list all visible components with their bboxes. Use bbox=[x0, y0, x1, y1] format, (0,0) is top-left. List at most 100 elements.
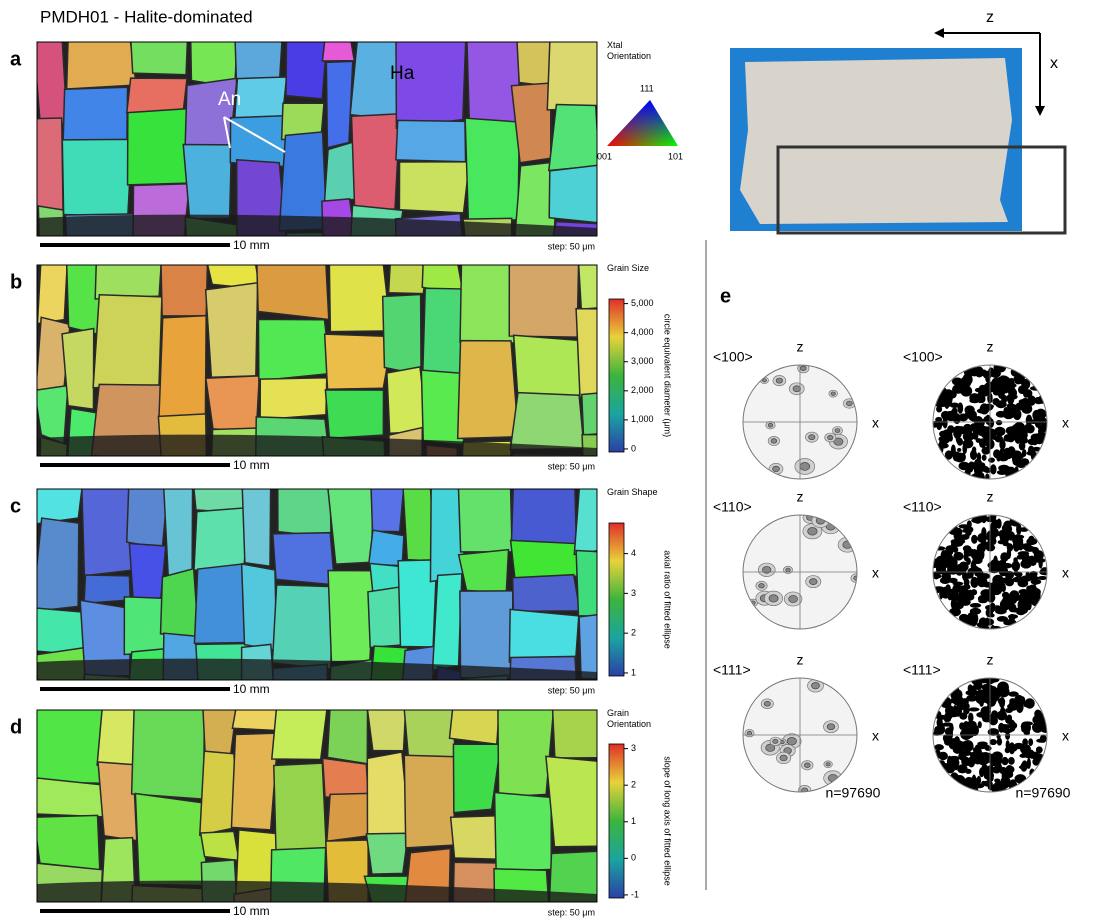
pole-blob bbox=[996, 734, 1000, 739]
scale-label: 10 mm bbox=[233, 458, 270, 472]
step-label: step: 50 μm bbox=[548, 461, 595, 471]
pole-contour bbox=[764, 701, 770, 706]
pole-blob bbox=[995, 763, 1002, 771]
colorbar-tick-label: 4 bbox=[631, 548, 636, 558]
pole-blob bbox=[957, 448, 961, 452]
pole-blob bbox=[934, 744, 944, 750]
colorbar-tick-label: 2 bbox=[631, 628, 636, 638]
pole-blob bbox=[1000, 448, 1005, 453]
pole-blob bbox=[1025, 698, 1035, 708]
scale-bar bbox=[40, 909, 230, 913]
panel-letter: c bbox=[10, 495, 21, 517]
pole-blob bbox=[1020, 527, 1029, 532]
pole-blob bbox=[988, 418, 994, 428]
pole-blob bbox=[990, 369, 1001, 378]
grain bbox=[510, 393, 584, 450]
grain bbox=[552, 698, 615, 758]
pole-blob bbox=[974, 416, 983, 426]
pole-blob bbox=[998, 453, 1009, 462]
pole-contour bbox=[835, 429, 840, 433]
grain bbox=[433, 574, 462, 671]
grain bbox=[128, 108, 193, 185]
pole-blob bbox=[945, 727, 953, 735]
pole-blob bbox=[1036, 746, 1043, 753]
pole-blob bbox=[1026, 572, 1030, 577]
figure: PMDH01 - Halite-dominated z x e a10 mmst… bbox=[0, 0, 1098, 922]
grain bbox=[163, 477, 192, 577]
pole-blob bbox=[1008, 757, 1015, 765]
pole-blob bbox=[1017, 580, 1028, 588]
pole-blob bbox=[1040, 567, 1050, 575]
pole-blob bbox=[948, 712, 959, 717]
legend-title: XtalOrientation bbox=[607, 40, 651, 61]
pole-blob bbox=[958, 402, 964, 414]
pole-blob bbox=[982, 455, 987, 461]
pole-blob bbox=[971, 535, 977, 544]
grain bbox=[67, 29, 137, 89]
pole-blob bbox=[957, 699, 967, 710]
pole-blob bbox=[1018, 551, 1030, 556]
pole-contour bbox=[843, 541, 852, 548]
pole-contour bbox=[809, 579, 817, 585]
grain bbox=[272, 585, 332, 669]
pole-blob bbox=[1031, 547, 1039, 552]
pole-blob bbox=[964, 553, 969, 561]
pole-blob bbox=[1022, 760, 1027, 767]
pole-blob bbox=[945, 717, 951, 722]
grain bbox=[231, 733, 278, 830]
pole-contour bbox=[800, 366, 806, 371]
pole-blob bbox=[1020, 696, 1025, 704]
pole-blob bbox=[1009, 590, 1020, 602]
pole-blob bbox=[1031, 435, 1037, 440]
colorbar-tick-label: 5,000 bbox=[631, 298, 654, 308]
pole-figure: <111>zx bbox=[713, 652, 879, 796]
grain bbox=[81, 475, 132, 576]
grain bbox=[63, 87, 127, 145]
pole-blob bbox=[960, 599, 970, 606]
pole-blob bbox=[963, 545, 971, 552]
pole-blob bbox=[1001, 584, 1006, 592]
grain bbox=[95, 250, 161, 299]
pole-blob bbox=[969, 398, 979, 403]
grain bbox=[323, 758, 369, 797]
pole-blob bbox=[943, 734, 948, 741]
annotation: An bbox=[218, 89, 241, 110]
grain bbox=[33, 477, 84, 525]
pole-blob bbox=[1012, 389, 1017, 396]
grain bbox=[547, 32, 599, 110]
pole-blob bbox=[971, 589, 977, 595]
pole-blob bbox=[985, 374, 990, 383]
colorbar-tick-label: 0 bbox=[631, 443, 636, 453]
grain bbox=[459, 550, 509, 593]
grain bbox=[258, 319, 330, 380]
pole-label: <110> bbox=[713, 499, 752, 515]
pole-figure: <100>zx bbox=[903, 339, 1069, 481]
pole-blob bbox=[1027, 758, 1031, 769]
pole-contour bbox=[786, 568, 791, 572]
grain bbox=[449, 696, 500, 745]
pole-blob bbox=[1009, 614, 1015, 622]
pole-blob bbox=[972, 447, 976, 453]
legend-title: Grain Shape bbox=[607, 487, 658, 497]
colorbar-tick-label: -1 bbox=[631, 889, 639, 899]
grain bbox=[62, 329, 94, 410]
grain bbox=[272, 697, 329, 759]
pole-figure: <111>zx bbox=[903, 652, 1069, 795]
pole-blob bbox=[1016, 542, 1020, 550]
pole-contour bbox=[776, 378, 782, 383]
ipf-label: 001 bbox=[597, 151, 612, 161]
pole-blob bbox=[938, 436, 950, 442]
pole-blob bbox=[936, 406, 942, 413]
pole-contour bbox=[793, 386, 800, 392]
pole-contour bbox=[800, 462, 810, 470]
pole-blob bbox=[971, 518, 983, 523]
figure-title: PMDH01 - Halite-dominated bbox=[40, 7, 253, 26]
grain bbox=[325, 334, 393, 389]
grain bbox=[549, 104, 599, 170]
pole-label: <111> bbox=[713, 662, 751, 678]
grain bbox=[549, 164, 604, 223]
pole-blob bbox=[968, 462, 975, 470]
scale-label: 10 mm bbox=[233, 682, 270, 696]
legend-title: Grain Size bbox=[607, 263, 649, 273]
